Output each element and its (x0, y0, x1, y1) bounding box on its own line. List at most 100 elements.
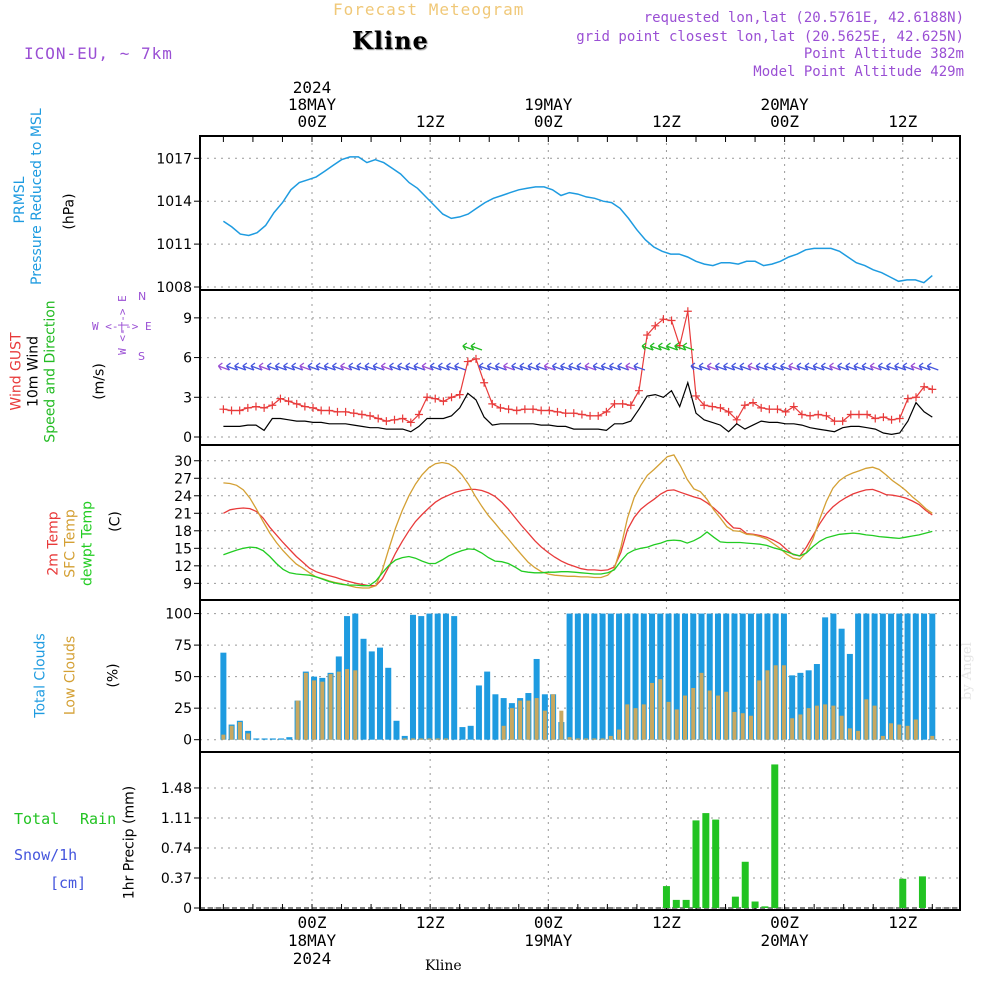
total-cloud-bar (657, 613, 664, 740)
low-cloud-bar (732, 711, 737, 740)
wind-direction-arrow (454, 362, 466, 371)
low-cloud-bar (757, 680, 762, 740)
total-cloud-bar (377, 647, 384, 740)
total-cloud-bar (459, 727, 466, 740)
wind-direction-arrow (820, 362, 833, 371)
wind-direction-arrow (576, 362, 589, 371)
low-cloud-bar (509, 708, 514, 740)
y-tick-label: 30 (174, 454, 192, 470)
low-cloud-bar (666, 701, 671, 740)
low-cloud-bar (798, 714, 803, 740)
gridpoint-coords: grid point closest lon,lat (20.5625E, 42… (576, 29, 964, 45)
y-tick-label: 100 (165, 607, 192, 623)
rain-bar (771, 764, 779, 908)
y-tick-label: 6 (183, 351, 192, 367)
axis-label: 00Z (297, 112, 327, 131)
total-cloud-bar (261, 738, 268, 740)
total-cloud-bar (805, 670, 812, 740)
low-cloud-bar (781, 665, 786, 740)
low-cloud-bar (526, 700, 531, 740)
gust-marker (618, 399, 627, 408)
gust-marker (423, 393, 432, 402)
compass-rose: W <-|-> E W <-|-> E (92, 295, 152, 355)
wind-direction-arrow (763, 362, 776, 371)
gust-marker (463, 357, 472, 366)
axis-label: 00Z (533, 112, 563, 131)
gust-marker (700, 401, 709, 410)
pressure-line (222, 156, 933, 284)
gust-marker (398, 414, 407, 423)
gust-marker (757, 403, 766, 412)
precip-total-label: Total (14, 810, 60, 828)
gust-marker (488, 399, 497, 408)
total-cloud-bar (253, 738, 260, 740)
gust-marker (219, 405, 228, 414)
gust-marker (300, 402, 309, 411)
axis-label: 00Z (533, 913, 563, 932)
total-cloud-bar (863, 613, 870, 740)
axis-label: 12Z (415, 913, 445, 932)
low-cloud-bar (856, 730, 861, 740)
gust-marker (806, 411, 815, 420)
wind-direction-arrow (315, 362, 328, 371)
total-cloud-bar (921, 613, 928, 740)
gust-marker (863, 410, 872, 419)
low-cloud-bar (402, 738, 407, 740)
gust-marker (920, 382, 929, 391)
wind-direction-arrow (274, 362, 287, 371)
total-cloud-bar (401, 735, 408, 740)
gust-marker (512, 406, 521, 415)
wind-direction-arrow (796, 362, 809, 371)
low-cloud-bar (650, 682, 655, 740)
total-cloud-bar (690, 613, 697, 740)
wind-direction-arrow (543, 362, 556, 371)
gust-marker (854, 410, 863, 419)
axis-label: 18MAY (287, 95, 337, 114)
low-cloud-bar (336, 671, 341, 740)
low-cloud-bar (221, 734, 226, 740)
axis-label: 00Z (297, 913, 327, 932)
wind-direction-arrow (657, 342, 670, 351)
gust-marker (830, 417, 839, 426)
total-cloud-bar (912, 613, 919, 740)
total-cloud-bar (368, 651, 375, 740)
wind-direction-arrow (242, 362, 255, 371)
gust-marker (765, 405, 774, 414)
wind-direction-arrow (266, 362, 279, 371)
low-cloud-bar (748, 715, 753, 740)
wind-direction-arrow (364, 362, 377, 371)
wind-direction-arrow (511, 362, 523, 371)
low-cloud-bar (872, 705, 877, 740)
wind-direction-arrow (788, 362, 800, 371)
low-cloud-bar (584, 738, 589, 740)
wind-direction-arrow (853, 362, 866, 371)
gust-marker (471, 354, 480, 363)
gust-marker (292, 399, 301, 408)
total-cloud-bar (269, 738, 276, 740)
gust-marker (846, 410, 855, 419)
total-cloud-bar (607, 613, 614, 740)
low-cloud-bar (658, 679, 663, 740)
gust-marker (251, 402, 260, 411)
total-cloud-bar (756, 613, 763, 740)
total-cloud-bar (278, 738, 285, 740)
wind-direction-arrow (388, 362, 401, 371)
low-cloud-bar (633, 708, 638, 740)
low-cloud-bar (559, 710, 564, 740)
wind-direction-arrow (910, 362, 923, 371)
dewpoint-line (223, 530, 933, 587)
panel-pressure: 1008 1011 1014 1017 (156, 135, 961, 296)
rain-bar (741, 861, 749, 908)
low-cloud-bar (707, 690, 712, 740)
gust-marker (366, 411, 375, 420)
wind-direction-arrow (608, 362, 621, 371)
gust-marker (749, 398, 758, 407)
gust-marker (887, 415, 896, 424)
low-cloud-bar (790, 718, 795, 740)
axis-label: 12Z (652, 913, 681, 932)
gust-marker (708, 402, 717, 411)
gust-marker (634, 386, 643, 395)
low-cloud-bar (328, 674, 333, 740)
low-cloud-bar (353, 670, 358, 740)
